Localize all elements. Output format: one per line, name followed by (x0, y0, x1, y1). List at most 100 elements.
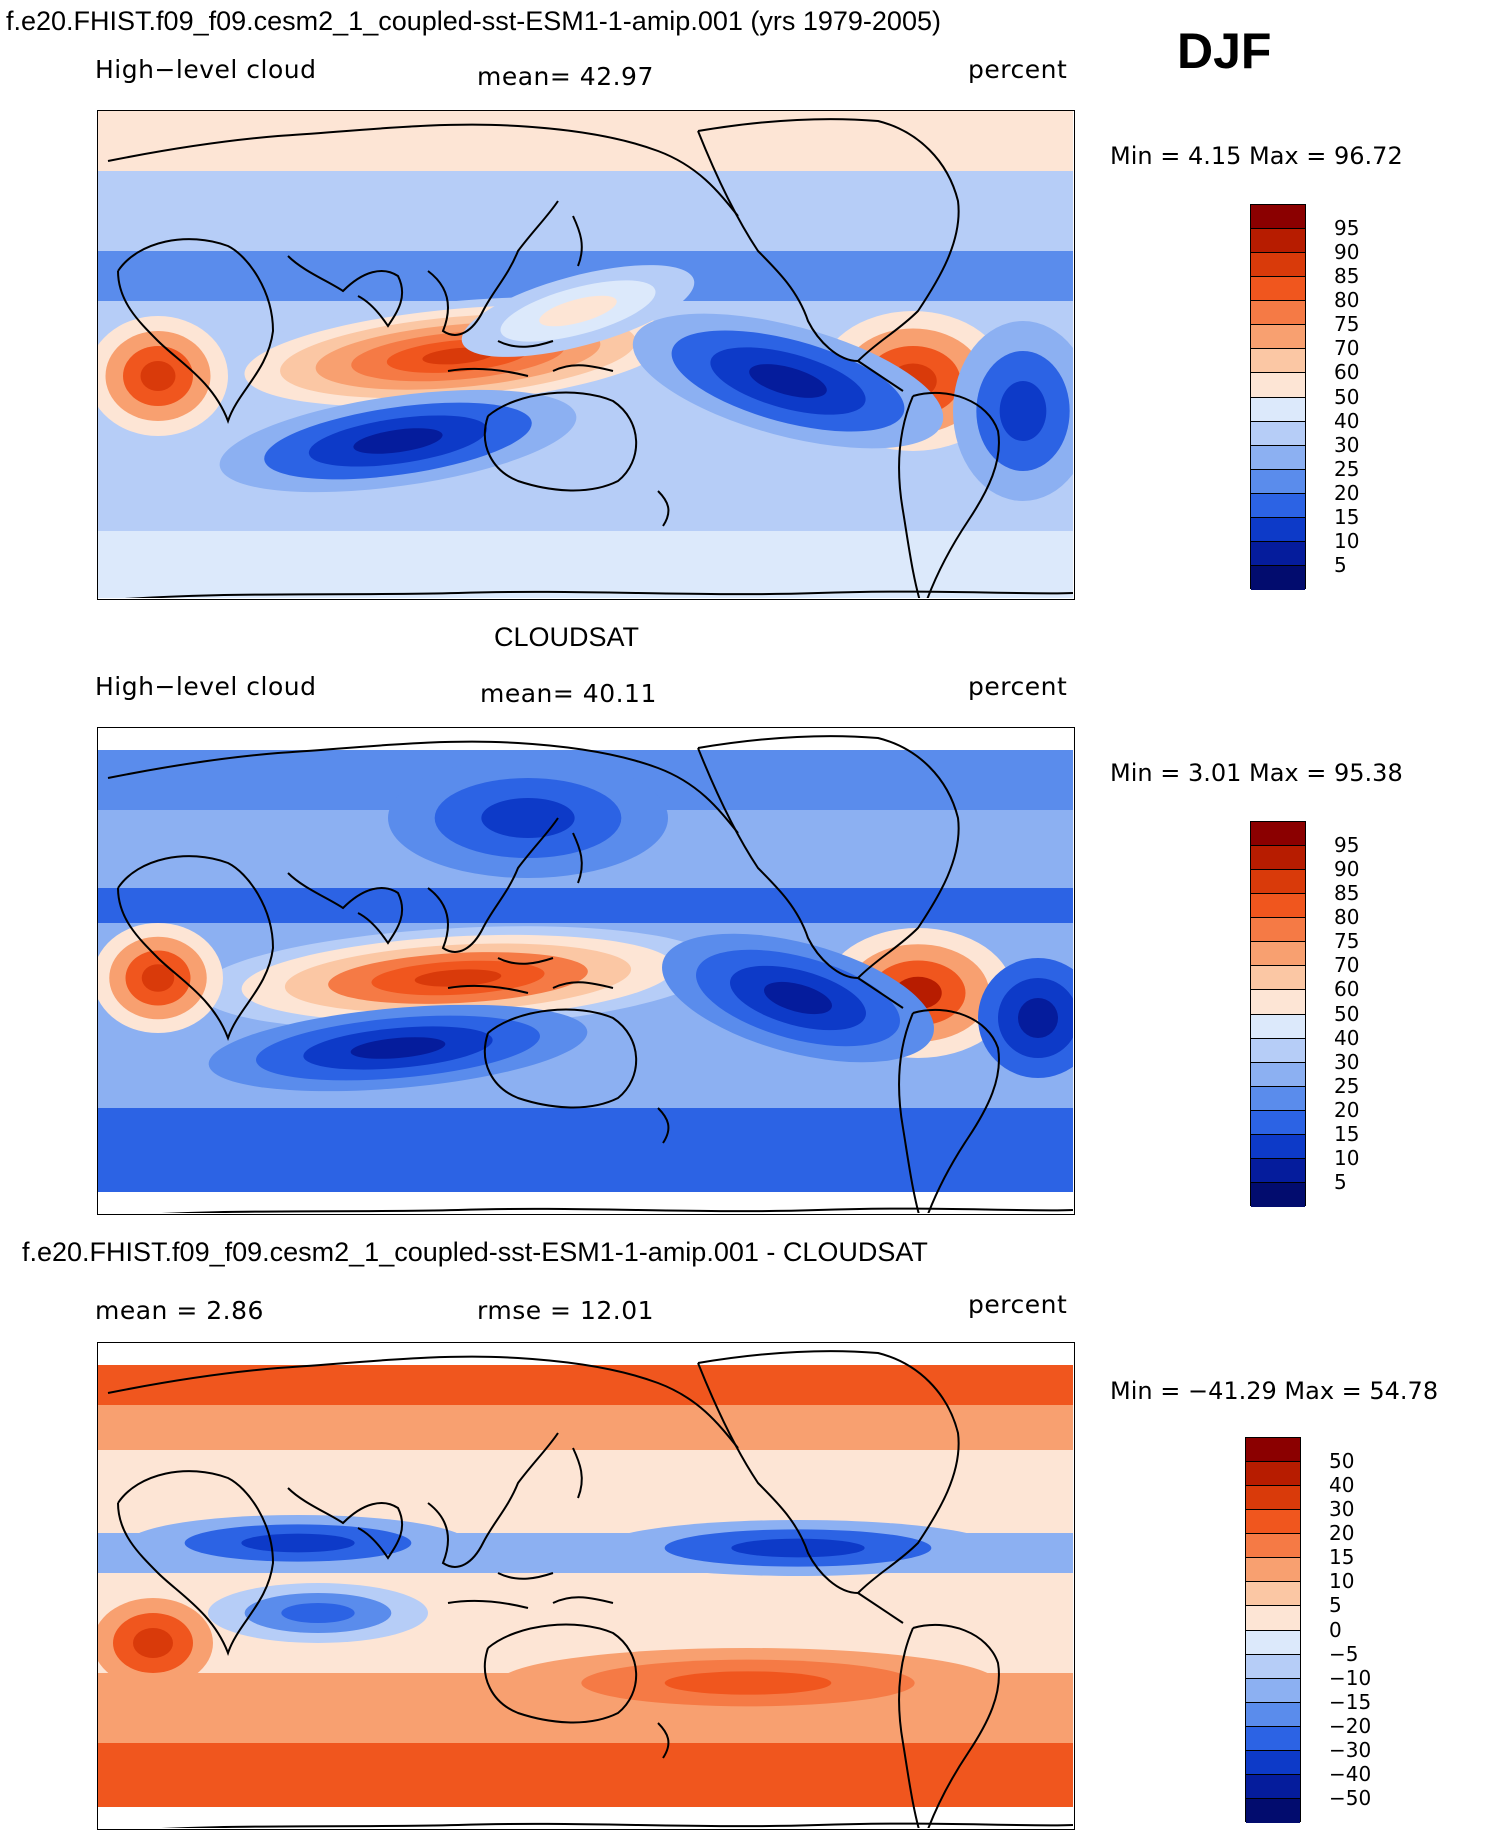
colorbar-swatch (1251, 1038, 1305, 1063)
panel-obs-variable-label: High−level cloud (95, 672, 317, 701)
colorbar-tick-label: 95 (1334, 216, 1360, 241)
colorbar-tick-label: −30 (1329, 1737, 1372, 1762)
colorbar-tick-label: 30 (1334, 1049, 1360, 1074)
season-label: DJF (1177, 23, 1272, 79)
colorbar-tick-label: −5 (1329, 1641, 1359, 1666)
colorbar-swatch (1246, 1630, 1300, 1655)
pacific-dry (662, 933, 934, 1063)
colorbar-swatch (1251, 1134, 1305, 1159)
colorbar-swatch (1246, 1486, 1300, 1511)
panel-diff-title: f.e20.FHIST.f09_f09.cesm2_1_coupled-sst-… (22, 1237, 928, 1267)
colorbar-swatch (1251, 1110, 1305, 1135)
panel-diff-units-label: percent (968, 1290, 1068, 1319)
colorbar-tick-label: 20 (1334, 1097, 1360, 1122)
colorbar-tick-label: 0 (1329, 1617, 1342, 1642)
colorbar-tick-label: 75 (1334, 312, 1360, 337)
colorbar-tick-label: 80 (1334, 905, 1360, 930)
colorbar-swatch (1246, 1678, 1300, 1703)
colorbar-tick-label: 15 (1334, 1121, 1360, 1146)
colorbar-tick-label: 15 (1329, 1545, 1355, 1570)
colorbar-swatch (1251, 469, 1305, 494)
colorbar-swatch (1251, 205, 1305, 230)
colorbar-swatch (1251, 325, 1305, 350)
africa-cloud (98, 316, 228, 436)
colorbar-tick-label: 40 (1334, 408, 1360, 433)
colorbar-swatch (1251, 918, 1305, 943)
pacific-dry (632, 313, 944, 449)
panel-obs-map (97, 727, 1075, 1215)
colorbar-tick-label: 50 (1329, 1449, 1355, 1474)
africa-positive (98, 1598, 213, 1688)
indian-negative (128, 1515, 468, 1571)
colorbar-swatch (1246, 1558, 1300, 1583)
north-pacific-dry (388, 758, 668, 878)
panel-model-map-svg (98, 111, 1073, 598)
colorbar-tick-label: 90 (1334, 240, 1360, 265)
pacific-band (461, 265, 695, 357)
panel-diff-rmse-label: rmse = 12.01 (477, 1296, 655, 1325)
panel-diff-map (97, 1342, 1075, 1830)
south-pacific-positive (498, 1648, 998, 1718)
colorbar-tick-label: −15 (1329, 1689, 1372, 1714)
polar-band-south (98, 1743, 1073, 1807)
colorbar-tick-label: −20 (1329, 1713, 1372, 1738)
panel-model-units-label: percent (968, 55, 1068, 84)
colorbar-swatch (1251, 421, 1305, 446)
colorbar-tick-label: −50 (1329, 1785, 1372, 1810)
panel-diff-minmax: Min = −41.29 Max = 54.78 (1110, 1377, 1439, 1405)
colorbar-swatch (1251, 990, 1305, 1015)
colorbar-tick-label: 95 (1334, 833, 1360, 858)
panel-model-variable-label: High−level cloud (95, 55, 317, 84)
colorbar-tick-label: 10 (1334, 1145, 1360, 1170)
colorbar-swatch (1251, 1158, 1305, 1183)
colorbar-tick-label: −40 (1329, 1761, 1372, 1786)
panel-obs-map-svg (98, 735, 1073, 1213)
colorbar-swatch (1251, 966, 1305, 991)
panel-obs-title: CLOUDSAT (494, 622, 640, 652)
colorbar-swatch (1246, 1438, 1300, 1463)
colorbar-swatch (1251, 445, 1305, 470)
colorbar-swatch (1251, 894, 1305, 919)
indian-ocean-dry (219, 389, 577, 493)
panel-model-mean-label: mean= 42.97 (477, 62, 654, 91)
colorbar-tick-label: 5 (1334, 552, 1347, 577)
coastlines (107, 118, 1073, 598)
colorbar-swatch (1251, 301, 1305, 326)
colorbar-swatch (1251, 1062, 1305, 1087)
panel-model-map (97, 110, 1075, 600)
colorbar-tick-label: 70 (1334, 953, 1360, 978)
colorbar-swatch (1246, 1510, 1300, 1535)
colorbar-swatch (1246, 1750, 1300, 1775)
colorbar-swatch (1246, 1726, 1300, 1751)
polar-band-north (98, 1365, 1073, 1405)
colorbar-swatch (1251, 397, 1305, 422)
colorbar-swatch (1246, 1702, 1300, 1727)
colorbar-swatch (1251, 253, 1305, 278)
colorbar-tick-label: 30 (1329, 1497, 1355, 1522)
colorbar-swatch (1251, 565, 1305, 590)
colorbar-diff-swatches (1245, 1437, 1301, 1823)
subtropical-band-north (98, 888, 1073, 923)
colorbar-swatch (1251, 349, 1305, 374)
colorbar-tick-label: 5 (1334, 1169, 1347, 1194)
colorbar-tick-label: 90 (1334, 857, 1360, 882)
colorbar-swatch (1246, 1774, 1300, 1799)
colorbar-swatch (1251, 870, 1305, 895)
south-indian-negative (208, 1583, 428, 1643)
colorbar-swatch (1246, 1582, 1300, 1607)
colorbar-tick-label: −10 (1329, 1665, 1372, 1690)
colorbar-swatch (1246, 1462, 1300, 1487)
colorbar-swatch (1251, 277, 1305, 302)
colorbar-tick-label: 70 (1334, 336, 1360, 361)
colorbar-tick-label: 20 (1334, 480, 1360, 505)
colorbar-tick-label: 30 (1334, 432, 1360, 457)
colorbar-tick-label: 40 (1329, 1473, 1355, 1498)
colorbar-tick-label: 20 (1329, 1521, 1355, 1546)
colorbar-swatch (1251, 822, 1305, 847)
colorbar-tick-label: 50 (1334, 1001, 1360, 1026)
colorbar-swatch (1251, 846, 1305, 871)
colorbar-obs-swatches (1250, 821, 1306, 1207)
colorbar-tick-label: 25 (1334, 456, 1360, 481)
colorbar-tick-label: 75 (1334, 929, 1360, 954)
colorbar-swatch (1251, 1182, 1305, 1207)
